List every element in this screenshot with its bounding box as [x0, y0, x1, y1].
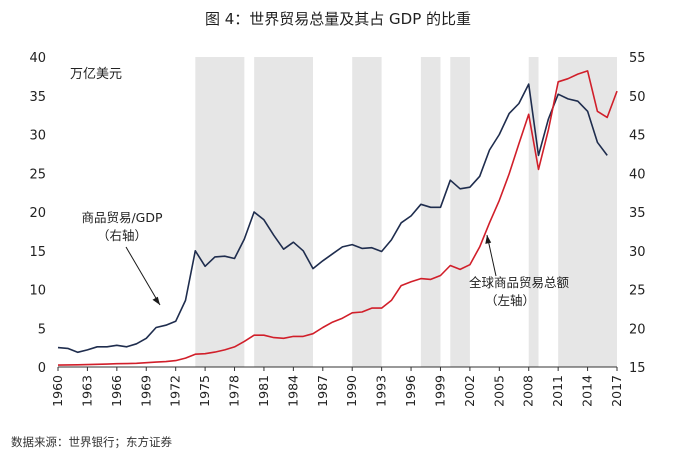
left-tick-label-30: 30 — [29, 129, 46, 144]
x-tick-label-2002: 2002 — [462, 375, 477, 407]
right-tick-label-30: 30 — [629, 245, 646, 260]
shaded-period-2 — [352, 57, 382, 367]
shaded-period-4 — [450, 57, 470, 367]
left-tick-label-15: 15 — [29, 245, 46, 260]
right-tick-label-20: 20 — [629, 322, 646, 337]
source-note: 数据来源：世界银行；东方证券 — [11, 435, 172, 449]
left-tick-label-25: 25 — [29, 167, 46, 182]
right-tick-label-15: 15 — [629, 361, 646, 376]
x-tick-label-1981: 1981 — [256, 375, 271, 407]
right-tick-label-35: 35 — [629, 206, 646, 221]
left-tick-label-20: 20 — [29, 206, 46, 221]
shaded-period-3 — [420, 57, 441, 367]
x-tick-label-1990: 1990 — [344, 375, 359, 407]
x-tick-label-2017: 2017 — [609, 375, 624, 407]
annotation-total-arrowhead — [485, 235, 492, 244]
x-tick-label-1963: 1963 — [79, 375, 94, 407]
x-tick-label-1993: 1993 — [374, 375, 389, 407]
x-tick-label-1975: 1975 — [197, 375, 212, 407]
shaded-periods — [195, 57, 617, 367]
right-tick-label-40: 40 — [629, 167, 646, 182]
x-tick-label-1966: 1966 — [109, 375, 124, 407]
shaded-period-6 — [558, 57, 617, 367]
x-tick-label-1996: 1996 — [403, 375, 418, 407]
annotation-ratio-axis: （右轴） — [97, 228, 147, 243]
unit-label: 万亿美元 — [70, 67, 122, 82]
right-axis-ticks: 15 20 25 30 35 40 45 50 55 — [629, 51, 646, 376]
x-tick-label-1972: 1972 — [168, 375, 183, 407]
x-tick-label-2014: 2014 — [580, 375, 595, 407]
annotation-total-axis: （左轴） — [485, 293, 535, 308]
x-tick-label-1969: 1969 — [138, 375, 153, 407]
right-tick-label-50: 50 — [629, 90, 646, 105]
x-tick-label-2011: 2011 — [550, 375, 565, 407]
annotation-ratio-arrow — [125, 246, 161, 306]
x-tick-label-2008: 2008 — [521, 375, 536, 407]
left-axis-ticks: 0 5 10 15 20 25 30 35 40 — [29, 51, 46, 376]
chart-title: 图 4：世界贸易总量及其占 GDP 的比重 — [205, 10, 471, 28]
left-tick-label-35: 35 — [29, 90, 46, 105]
right-tick-label-45: 45 — [629, 129, 646, 144]
left-tick-label-5: 5 — [38, 322, 46, 337]
annotation-total-name: 全球商品贸易总额 — [469, 275, 570, 290]
left-tick-label-0: 0 — [38, 361, 46, 376]
right-tick-label-55: 55 — [629, 51, 646, 66]
x-tick-label-1999: 1999 — [432, 375, 447, 407]
series-line-trade-gdp-ratio — [57, 83, 608, 354]
left-tick-label-10: 10 — [29, 284, 46, 299]
annotation-ratio-name: 商品贸易/GDP — [81, 210, 163, 225]
annotation-ratio-arrowhead — [152, 296, 160, 305]
x-tick-label-1978: 1978 — [227, 375, 242, 407]
x-tick-label-1987: 1987 — [315, 375, 330, 407]
right-tick-label-25: 25 — [629, 284, 646, 299]
shaded-period-1 — [254, 57, 313, 367]
series-line-total-trade — [57, 70, 618, 366]
left-tick-label-40: 40 — [29, 51, 46, 66]
shaded-period-0 — [195, 57, 245, 367]
x-tick-label-1960: 1960 — [50, 375, 65, 407]
x-tick-label-1984: 1984 — [285, 375, 300, 407]
x-tick-label-2005: 2005 — [491, 375, 506, 407]
shaded-period-5 — [528, 57, 539, 367]
x-axis-ticks: 1960 1963 1966 1969 1972 1975 1978 1981 1984 1987… — [50, 367, 624, 407]
